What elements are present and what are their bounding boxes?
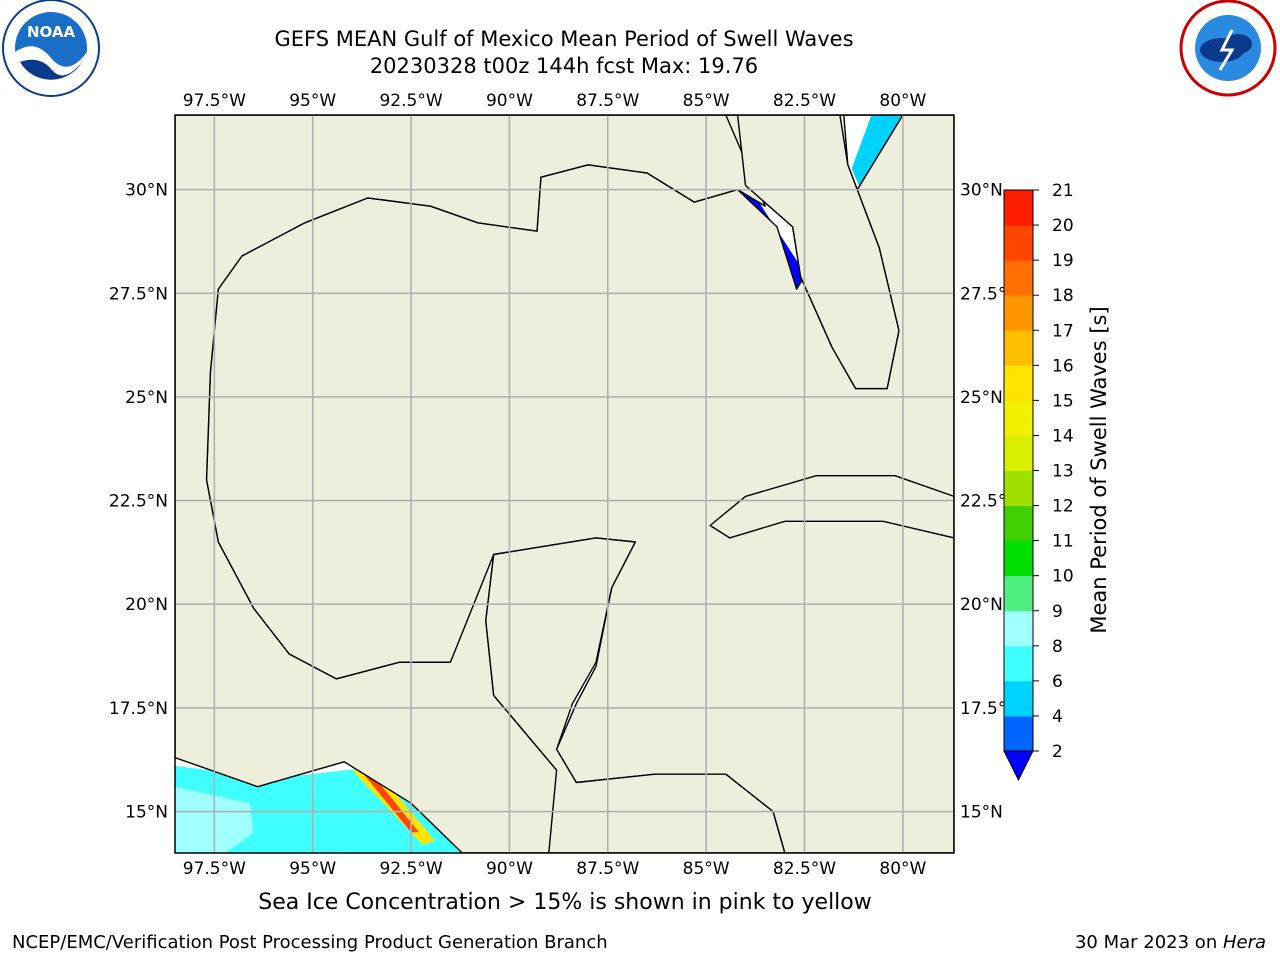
colorbar-segment: [1004, 470, 1033, 506]
field-pacific-peak: [363, 774, 419, 833]
colorbar: 2 4 6 8 9 10 11 12 13 14 15 16 17 18 19 20 21: [1003, 181, 1074, 782]
colorbar-label: Mean Period of Swell Waves [s]: [1087, 306, 1111, 633]
footer-date: 30 Mar 2023 on Hera: [1075, 932, 1266, 953]
colorbar-segment: [1004, 295, 1033, 331]
x-tick-label-bottom: 85°W: [683, 859, 730, 879]
x-tick-label-bottom: 95°W: [289, 859, 336, 879]
colorbar-tick-label: 10: [1052, 567, 1074, 587]
land-cuba: [709, 475, 954, 539]
colorbar-segment: [1004, 190, 1033, 226]
y-tick-label-right: 20°N: [960, 595, 1003, 615]
x-tick-label-bottom: 92.5°W: [379, 859, 442, 879]
colorbar-segment: [1004, 680, 1033, 717]
sea-ice-note: Sea Ice Concentration > 15% is shown in …: [258, 890, 872, 915]
land-florida: [736, 115, 900, 390]
x-tick-label-top: 85°W: [683, 91, 730, 111]
colorbar-segment: [1004, 400, 1033, 436]
colorbar-tick-label: 9: [1052, 602, 1063, 622]
colorbar-segment: [1004, 330, 1033, 366]
colorbar-segment: [1004, 540, 1033, 577]
footer-credit: NCEP/EMC/Verification Post Processing Pr…: [12, 932, 608, 953]
y-tick-label-right: 15°N: [960, 803, 1003, 823]
colorbar-extend-min: [1003, 750, 1034, 782]
colorbar-tick-label: 15: [1052, 391, 1074, 411]
colorbar-tick-label: 6: [1052, 672, 1063, 692]
x-tick-label-top: 80°W: [879, 91, 926, 111]
colorbar-tick-label: 13: [1052, 462, 1074, 482]
x-tick-label-top: 90°W: [486, 91, 533, 111]
colorbar-tick-label: 19: [1052, 251, 1074, 271]
x-tick-label-bottom: 97.5°W: [183, 859, 246, 879]
colorbar-tick-label: 16: [1052, 356, 1074, 376]
x-tick-label-bottom: 87.5°W: [576, 859, 639, 879]
land-central-america: [485, 537, 786, 853]
colorbar-segment: [1004, 645, 1033, 682]
colorbar-tick-label: 8: [1052, 637, 1063, 657]
colorbar-segment: [1004, 225, 1033, 261]
colorbar-segment: [1004, 715, 1033, 752]
chart-subtitle: 20230328 t00z 144h fcst Max: 19.76: [369, 54, 759, 78]
colorbar-segment: [1004, 575, 1033, 612]
x-tick-label-top: 95°W: [289, 91, 336, 111]
footer-machine: Hera: [1222, 932, 1266, 953]
colorbar-tick-label: 21: [1052, 181, 1074, 201]
colorbar-tick-label: 20: [1052, 216, 1074, 236]
colorbar-tick-label: 18: [1052, 286, 1074, 306]
x-tick-label-bottom: 82.5°W: [773, 859, 836, 879]
colorbar-segment: [1004, 365, 1033, 401]
colorbar-segment: [1004, 260, 1033, 296]
x-tick-label-top: 87.5°W: [576, 91, 639, 111]
y-tick-label-left: 25°N: [125, 388, 168, 408]
x-tick-label-top: 82.5°W: [773, 91, 836, 111]
y-tick-label-left: 30°N: [125, 181, 168, 201]
x-tick-label-bottom: 80°W: [879, 859, 926, 879]
x-tick-label-top: 97.5°W: [183, 91, 246, 111]
colorbar-tick-label: 14: [1052, 426, 1074, 446]
y-tick-label-left: 20°N: [125, 595, 168, 615]
map-area: [175, 115, 954, 853]
svg-text:NOAA: NOAA: [27, 23, 76, 41]
colorbar-segment: [1004, 505, 1033, 542]
footer-date-text: 30 Mar 2023 on: [1074, 932, 1223, 953]
colorbar-tick-label: 12: [1052, 497, 1074, 517]
colorbar-tick-label: 11: [1052, 532, 1074, 552]
y-tick-label-right: 25°N: [960, 388, 1003, 408]
colorbar-segment: [1004, 610, 1033, 647]
y-tick-label-left: 22.5°N: [109, 492, 168, 512]
y-tick-label-right: 30°N: [960, 181, 1003, 201]
map-frame: [174, 114, 955, 854]
x-tick-label-bottom: 90°W: [486, 859, 533, 879]
y-tick-label-left: 17.5°N: [109, 699, 168, 719]
x-tick-label-top: 92.5°W: [379, 91, 442, 111]
colorbar-tick-label: 2: [1052, 742, 1063, 762]
colorbar-tick-label: 17: [1052, 321, 1074, 341]
noaa-logo: NOAA: [2, 0, 100, 97]
chart-title: GEFS MEAN Gulf of Mexico Mean Period of …: [274, 27, 854, 51]
y-tick-label-left: 15°N: [125, 803, 168, 823]
colorbar-tick-label: 4: [1052, 707, 1063, 727]
colorbar-segment: [1004, 435, 1033, 471]
y-tick-label-left: 27.5°N: [109, 284, 168, 304]
nws-logo: [1179, 0, 1277, 97]
